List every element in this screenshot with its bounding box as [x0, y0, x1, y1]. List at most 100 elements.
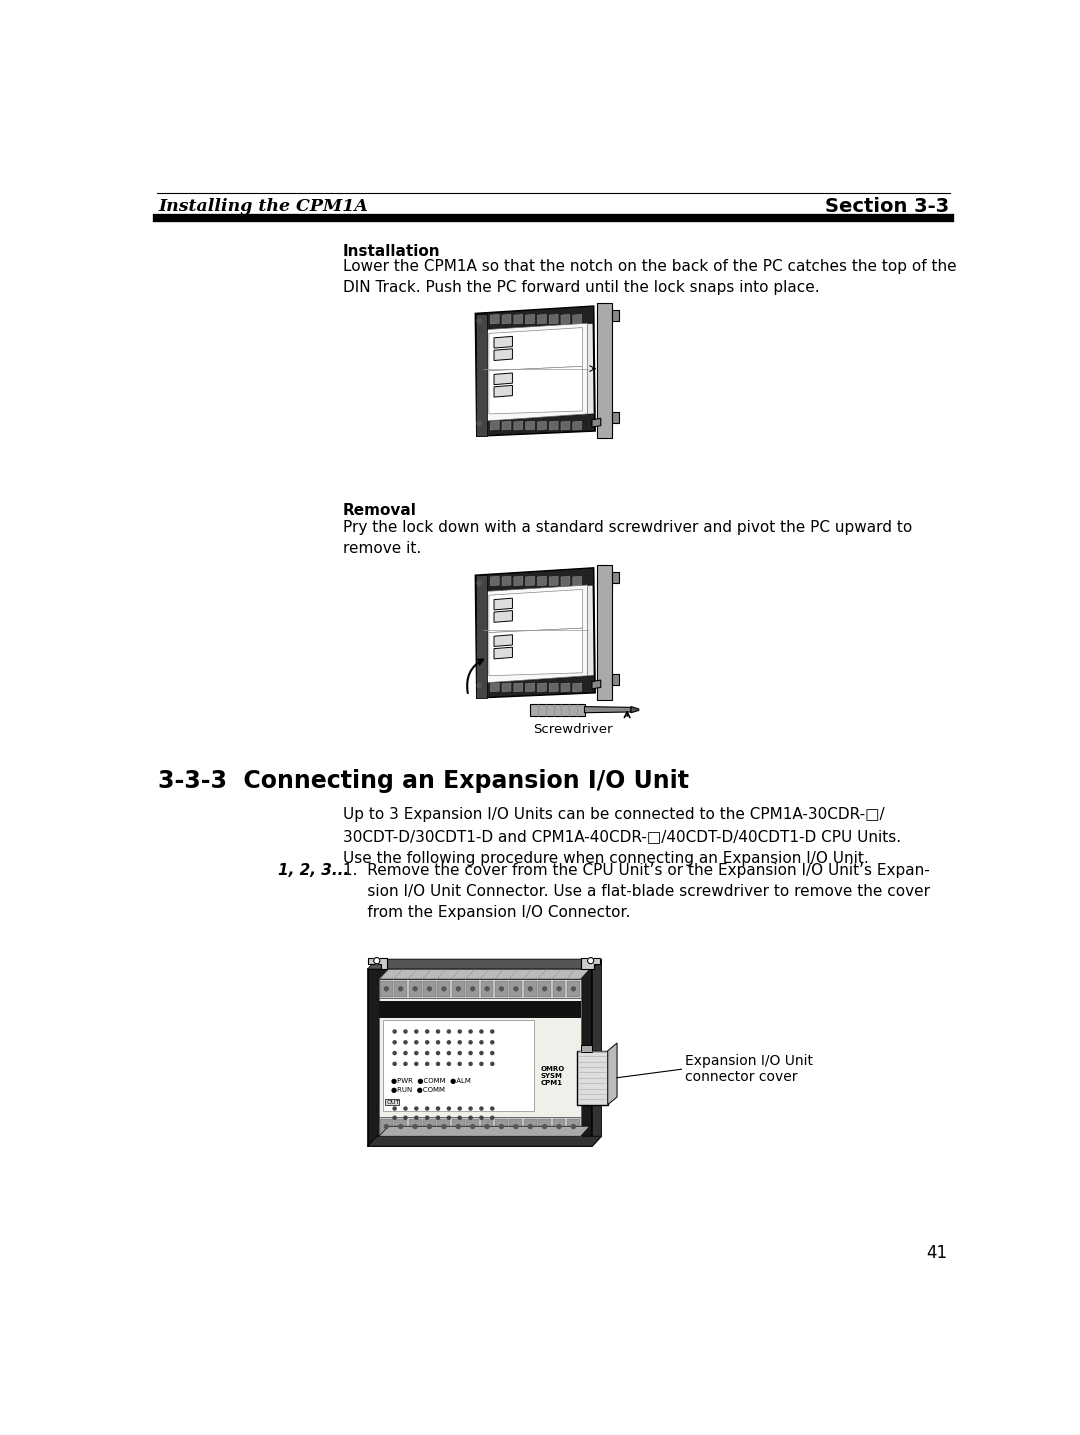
Circle shape	[393, 1030, 396, 1033]
Circle shape	[415, 1052, 418, 1055]
Polygon shape	[423, 980, 436, 997]
Circle shape	[393, 1040, 396, 1043]
Polygon shape	[561, 683, 570, 692]
Polygon shape	[561, 577, 570, 585]
Circle shape	[588, 957, 594, 964]
Text: 1.  Remove the cover from the CPU Unit’s or the Expansion I/O Unit’s Expan-
    : 1. Remove the cover from the CPU Unit’s …	[342, 862, 930, 920]
Circle shape	[393, 1052, 396, 1055]
Circle shape	[557, 987, 561, 990]
Circle shape	[374, 957, 380, 964]
Polygon shape	[437, 1118, 450, 1135]
Circle shape	[490, 1030, 494, 1033]
Circle shape	[436, 1040, 440, 1043]
Polygon shape	[592, 959, 602, 1147]
Polygon shape	[608, 1043, 617, 1105]
Circle shape	[436, 1116, 440, 1119]
Polygon shape	[538, 980, 551, 997]
Circle shape	[393, 1062, 396, 1065]
Polygon shape	[572, 314, 582, 324]
Circle shape	[469, 1062, 472, 1065]
Circle shape	[471, 987, 474, 990]
Circle shape	[543, 1125, 546, 1128]
Polygon shape	[510, 1118, 523, 1135]
Circle shape	[447, 1106, 450, 1111]
Circle shape	[415, 1040, 418, 1043]
Polygon shape	[584, 706, 631, 713]
Polygon shape	[367, 1137, 602, 1147]
Polygon shape	[495, 1118, 508, 1135]
Polygon shape	[386, 1099, 399, 1105]
Circle shape	[447, 1030, 450, 1033]
Polygon shape	[510, 980, 523, 997]
Circle shape	[426, 1062, 429, 1065]
Text: Up to 3 Expansion I/O Units can be connected to the CPM1A-30CDR-□/
30CDT-D/30CDT: Up to 3 Expansion I/O Units can be conne…	[342, 808, 901, 865]
Polygon shape	[367, 969, 592, 1147]
Circle shape	[415, 1062, 418, 1065]
Polygon shape	[592, 418, 600, 428]
Polygon shape	[379, 1000, 581, 1017]
Circle shape	[442, 987, 446, 990]
Polygon shape	[502, 577, 511, 585]
Polygon shape	[524, 1118, 537, 1135]
Circle shape	[458, 1030, 461, 1033]
Polygon shape	[477, 413, 593, 436]
Polygon shape	[494, 336, 512, 349]
Polygon shape	[581, 1045, 592, 1052]
Polygon shape	[481, 1118, 494, 1135]
Circle shape	[428, 987, 431, 990]
Polygon shape	[408, 1118, 421, 1135]
Text: Installing the CPM1A: Installing the CPM1A	[159, 198, 368, 215]
Circle shape	[528, 1125, 532, 1128]
Polygon shape	[481, 980, 494, 997]
Polygon shape	[467, 1118, 480, 1135]
Polygon shape	[467, 980, 480, 997]
Polygon shape	[611, 310, 619, 321]
Polygon shape	[379, 1116, 581, 1137]
Polygon shape	[538, 683, 546, 692]
Circle shape	[458, 1106, 461, 1111]
Polygon shape	[383, 1020, 535, 1111]
Polygon shape	[524, 980, 537, 997]
Polygon shape	[538, 422, 546, 430]
Circle shape	[480, 1040, 483, 1043]
Polygon shape	[550, 422, 558, 430]
Circle shape	[415, 1116, 418, 1119]
Text: Removal: Removal	[342, 504, 417, 518]
Circle shape	[404, 1062, 407, 1065]
Circle shape	[457, 1125, 460, 1128]
Circle shape	[469, 1116, 472, 1119]
Circle shape	[428, 1125, 431, 1128]
Circle shape	[426, 1030, 429, 1033]
Polygon shape	[394, 1118, 407, 1135]
Polygon shape	[567, 1118, 580, 1135]
Polygon shape	[502, 314, 511, 324]
Text: Expansion I/O Unit
connector cover: Expansion I/O Unit connector cover	[685, 1055, 813, 1085]
Polygon shape	[514, 422, 523, 430]
Circle shape	[500, 987, 503, 990]
Polygon shape	[526, 577, 535, 585]
Polygon shape	[379, 979, 581, 999]
Polygon shape	[494, 611, 512, 623]
Polygon shape	[514, 314, 523, 324]
Polygon shape	[572, 577, 582, 585]
Text: Lower the CPM1A so that the notch on the back of the PC catches the top of the
D: Lower the CPM1A so that the notch on the…	[342, 260, 956, 296]
Polygon shape	[550, 683, 558, 692]
Circle shape	[447, 1116, 450, 1119]
Circle shape	[404, 1106, 407, 1111]
Polygon shape	[550, 577, 558, 585]
Polygon shape	[526, 422, 535, 430]
Polygon shape	[526, 683, 535, 692]
Polygon shape	[572, 422, 582, 430]
Text: ●RUN  ●COMM: ●RUN ●COMM	[391, 1086, 445, 1093]
Circle shape	[399, 987, 403, 990]
Circle shape	[447, 1062, 450, 1065]
Circle shape	[469, 1040, 472, 1043]
Polygon shape	[477, 676, 593, 697]
Polygon shape	[502, 683, 511, 692]
Circle shape	[404, 1040, 407, 1043]
Polygon shape	[477, 568, 593, 591]
Circle shape	[415, 1030, 418, 1033]
Polygon shape	[490, 683, 499, 692]
Polygon shape	[489, 327, 582, 370]
Text: 41: 41	[926, 1244, 947, 1261]
